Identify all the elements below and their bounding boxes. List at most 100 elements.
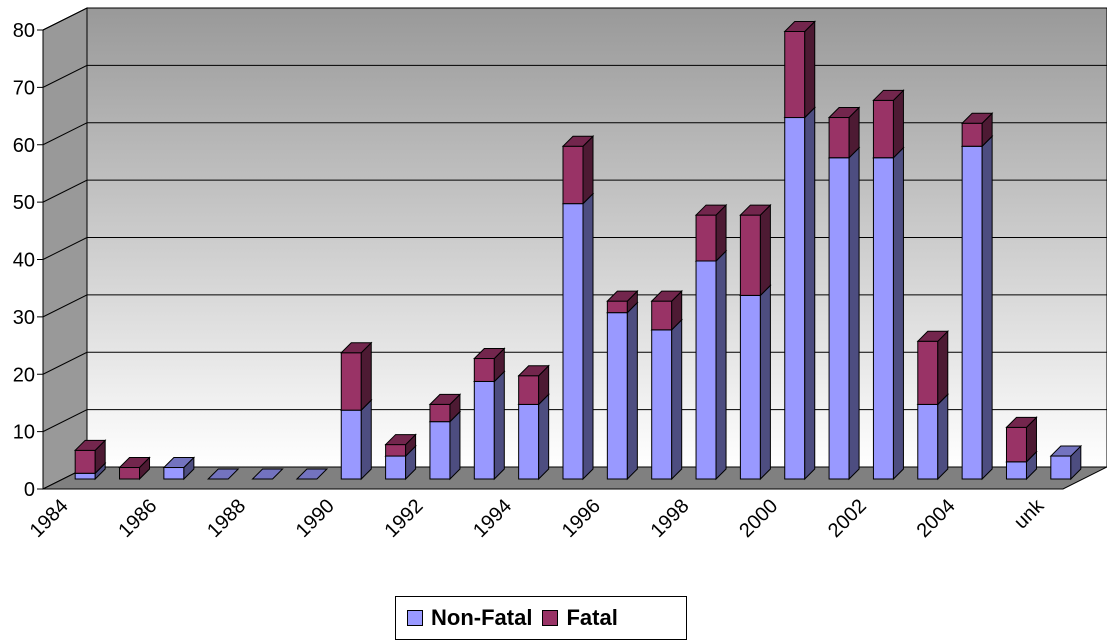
- bar-fatal-front: [385, 444, 407, 457]
- bar-fatal-front: [74, 449, 96, 474]
- bar-non-fatal-side: [892, 146, 904, 481]
- bar-fatal-top: [473, 348, 506, 360]
- bar-fatal-front: [784, 30, 806, 119]
- bar-fatal-side: [937, 330, 949, 406]
- x-tick-label: 1984: [26, 495, 73, 542]
- bar-non-fatal-side: [981, 135, 993, 481]
- y-tick-label: 50: [13, 192, 35, 214]
- bar-non-fatal-front: [562, 203, 584, 480]
- y-tick-label: 20: [13, 364, 35, 386]
- bar-non-fatal-front: [739, 294, 761, 480]
- bar-non-fatal-side: [715, 249, 727, 481]
- x-tick-label: 2004: [913, 495, 960, 542]
- y-tick-label: 60: [13, 135, 35, 157]
- bar-zero-top: [295, 468, 329, 480]
- bar-non-fatal-side: [848, 146, 860, 481]
- x-tick-label: 2000: [735, 495, 782, 542]
- bar-non-fatal-front: [473, 380, 495, 480]
- bar-non-fatal-side: [804, 106, 816, 481]
- bar-fatal-side: [582, 135, 594, 205]
- bar-non-fatal-side: [671, 318, 683, 481]
- bar-non-fatal-front: [340, 409, 362, 480]
- legend-label-non-fatal: Non-Fatal: [431, 605, 533, 630]
- gridline: [42, 179, 1107, 203]
- bar-fatal-top: [606, 290, 639, 302]
- bar-non-fatal-front: [917, 403, 939, 480]
- legend-item-fatal: Fatal: [542, 605, 618, 631]
- bar-fatal-front: [739, 214, 761, 296]
- x-tick-label: 1994: [469, 495, 516, 542]
- bar-fatal-side: [759, 203, 771, 297]
- bar-fatal-top: [340, 342, 373, 354]
- bar-non-fatal-front: [429, 421, 451, 480]
- bar-non-fatal-side: [759, 284, 771, 481]
- bar-non-fatal-side: [538, 393, 550, 481]
- legend-item-non-fatal: Non-Fatal: [407, 605, 532, 631]
- bar-fatal-top: [694, 204, 728, 216]
- bar-fatal-top: [783, 20, 816, 32]
- bar-non-fatal-front: [1050, 455, 1072, 480]
- bar-fatal-front: [518, 375, 540, 405]
- bar-non-fatal-top: [162, 457, 196, 469]
- bar-non-fatal-side: [626, 301, 638, 481]
- bar-fatal-top: [118, 457, 151, 469]
- fatal-swatch: [542, 610, 559, 626]
- bar-non-fatal-top: [1049, 445, 1083, 457]
- bar-fatal-front: [961, 122, 983, 147]
- bar-fatal-front: [695, 214, 717, 262]
- x-tick-label: 1986: [114, 495, 161, 542]
- y-tick-label: 30: [13, 307, 35, 329]
- bar-fatal-top: [827, 107, 861, 119]
- bar-non-fatal-front: [163, 467, 185, 480]
- bar-fatal-front: [119, 467, 141, 480]
- gridline: [42, 7, 1107, 31]
- y-tick-label: 10: [13, 422, 35, 444]
- bar-fatal-side: [892, 89, 904, 159]
- bar-fatal-top: [428, 393, 462, 405]
- chart: 0 10 20 30 40 50 60 70 80 1984 1986 1988 1990 1992 19…: [13, 7, 1107, 542]
- bar-fatal-front: [429, 403, 451, 423]
- bar-non-fatal-front: [518, 403, 540, 480]
- bar-fatal-front: [1005, 426, 1027, 463]
- bar-non-fatal-side: [582, 192, 594, 481]
- bar-fatal-top: [872, 89, 905, 101]
- bar-fatal-top: [384, 434, 417, 446]
- bar-non-fatal-front: [784, 117, 806, 480]
- bar-fatal-side: [360, 341, 372, 412]
- bar-non-fatal-side: [360, 398, 372, 481]
- bar-fatal-front: [917, 340, 939, 405]
- bar-fatal-front: [340, 352, 362, 411]
- bar-fatal-top: [739, 204, 772, 216]
- y-tick-label: 40: [13, 250, 35, 272]
- bar-fatal-top: [561, 135, 595, 147]
- bar-fatal-side: [804, 20, 816, 119]
- x-tick-label: 1992: [380, 495, 427, 542]
- bar-fatal-top: [650, 290, 683, 302]
- bar-non-fatal-front: [828, 157, 850, 480]
- bar-non-fatal-front: [872, 157, 894, 480]
- x-tick-label: 1998: [647, 495, 694, 542]
- bar-non-fatal-side: [449, 410, 461, 481]
- bar-fatal-top: [1005, 416, 1038, 428]
- bar-fatal-top: [960, 112, 994, 124]
- bar-zero-top: [207, 468, 240, 480]
- bar-non-fatal-front: [606, 312, 628, 480]
- bar-fatal-top: [916, 330, 949, 342]
- y-tick-label: 70: [13, 77, 35, 99]
- bar-non-fatal-front: [74, 472, 96, 480]
- bar-non-fatal-front: [651, 329, 673, 480]
- bar-fatal-front: [872, 99, 894, 159]
- x-tick-label: 2002: [824, 495, 871, 542]
- gridline: [42, 122, 1107, 146]
- x-tick-label: unk: [1010, 494, 1049, 533]
- bar-non-fatal-side: [937, 393, 949, 481]
- bar-non-fatal-front: [385, 455, 407, 480]
- y-tick-label: 0: [24, 479, 35, 501]
- y-tick-label: 80: [13, 20, 35, 42]
- x-tick-label: 1996: [558, 495, 605, 542]
- x-tick-label: 1988: [203, 495, 250, 542]
- bar-fatal-top: [73, 439, 107, 451]
- bar-fatal-front: [562, 145, 584, 205]
- bar-non-fatal-front: [961, 145, 983, 480]
- bar-non-fatal-side: [493, 370, 505, 481]
